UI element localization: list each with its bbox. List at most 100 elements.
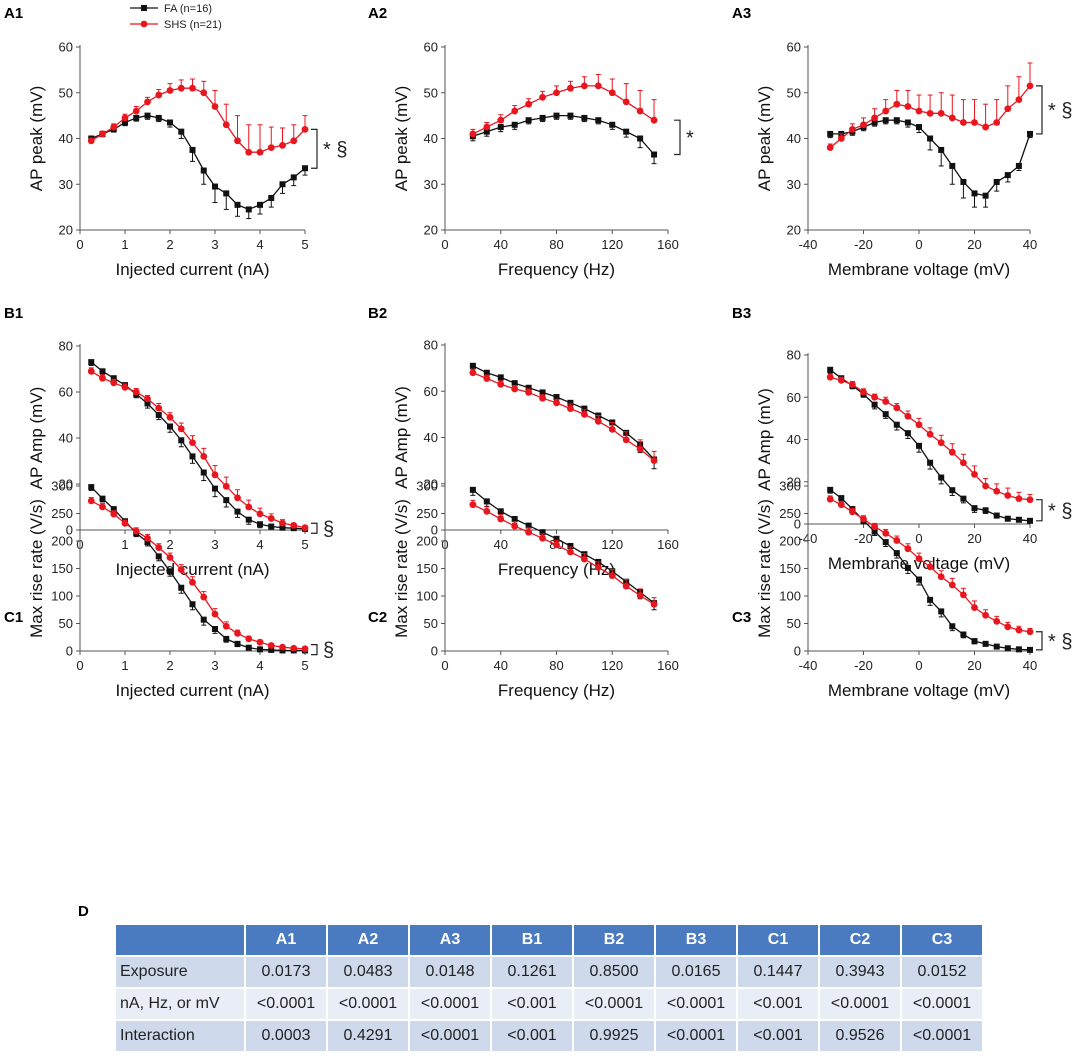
data-point [1015, 162, 1022, 169]
data-point [650, 600, 658, 608]
y-tick-label: 40 [787, 131, 801, 146]
table-cell: 0.0165 [654, 955, 738, 989]
data-point [608, 89, 616, 97]
data-point [1004, 515, 1011, 522]
y-tick-label: 300 [779, 479, 801, 494]
significance-marker: § [323, 640, 334, 662]
table-cell: 0.0483 [326, 955, 410, 989]
data-point [301, 524, 309, 532]
y-tick-label: 0 [431, 644, 438, 659]
significance-marker: * [686, 127, 694, 149]
x-tick-label: 120 [601, 658, 623, 673]
y-tick-label: 60 [787, 390, 801, 405]
data-point [960, 178, 967, 185]
y-tick-label: 200 [416, 534, 438, 549]
data-point [539, 394, 546, 402]
y-tick-label: 80 [59, 339, 73, 354]
table-cell: <0.0001 [818, 987, 902, 1021]
data-point [178, 584, 185, 591]
table-cell: 0.9925 [572, 1019, 656, 1053]
data-point [267, 144, 275, 152]
y-tick-label: 50 [59, 616, 73, 631]
panel-label: B1 [4, 305, 23, 322]
series-shs [87, 78, 309, 156]
data-point [222, 622, 230, 630]
data-point [971, 470, 978, 478]
y-tick-label: 100 [51, 589, 73, 604]
x-tick-label: 3 [211, 237, 218, 252]
data-point [1004, 623, 1012, 631]
y-tick-label: 20 [787, 223, 801, 238]
x-tick-label: 40 [1023, 237, 1037, 252]
data-point [622, 98, 630, 106]
data-point [651, 151, 658, 158]
table-cell: 0.8500 [572, 955, 656, 989]
data-point [483, 375, 491, 382]
table-cell: <0.0001 [326, 987, 410, 1021]
data-point [882, 529, 890, 537]
table-header-row: A1 A2 A3 B1 B2 B3 C1 C2 C3 [114, 923, 984, 957]
x-tick-label: 1 [121, 537, 128, 552]
data-point [915, 421, 923, 429]
data-point [893, 550, 900, 557]
panel-label-d: D [78, 903, 89, 920]
data-point [290, 174, 297, 181]
data-point [993, 512, 1000, 519]
y-tick-label: 40 [59, 131, 73, 146]
data-point [268, 523, 275, 530]
y-tick-label: 60 [424, 384, 438, 399]
data-point [1026, 628, 1034, 636]
panel-label: A2 [368, 5, 387, 22]
data-point [993, 119, 1001, 126]
data-point [1015, 646, 1022, 653]
table-row: Interaction 0.0003 0.4291 <0.0001 <0.001… [114, 1019, 984, 1053]
data-point [497, 116, 505, 124]
table-cell: <0.0001 [244, 987, 328, 1021]
data-point [189, 84, 196, 92]
y-tick-label: 40 [424, 430, 438, 445]
data-point [189, 453, 196, 460]
data-point [177, 84, 185, 92]
data-point [567, 548, 574, 556]
table-cell: <0.0001 [408, 987, 492, 1021]
series-shs [826, 495, 1034, 636]
table-cell: 0.0173 [244, 955, 328, 989]
data-point [960, 119, 967, 126]
data-point [609, 121, 616, 128]
data-point [960, 631, 967, 638]
data-point [301, 645, 309, 653]
data-point [211, 103, 219, 110]
table-cell: 0.1261 [490, 955, 574, 989]
legend-marker-fa [141, 5, 147, 11]
table-header-cell: B2 [572, 923, 656, 957]
x-tick-label: 2 [166, 237, 173, 252]
data-point [971, 505, 978, 512]
data-point [212, 485, 218, 492]
table-cell: 0.9526 [818, 1019, 902, 1053]
significance-bracket [1036, 85, 1043, 135]
series-shs [87, 367, 309, 532]
data-point [257, 201, 263, 208]
table-cell: 0.0003 [244, 1019, 328, 1053]
data-point [949, 623, 956, 630]
data-point [469, 130, 477, 138]
table-cell: <0.001 [736, 1019, 820, 1053]
data-point [837, 376, 845, 384]
data-point [511, 385, 519, 393]
data-point [927, 596, 934, 603]
panel-label: A1 [4, 5, 23, 22]
x-axis-label: Frequency (Hz) [498, 260, 615, 279]
data-point [144, 112, 151, 119]
stats-table-container: A1 A2 A3 B1 B2 B3 C1 C2 C3 Exposure 0.01… [114, 923, 984, 1053]
data-point [256, 510, 264, 518]
x-axis-label: Membrane voltage (mV) [828, 681, 1010, 700]
data-point [497, 374, 504, 381]
data-point [121, 384, 129, 391]
data-point [166, 554, 174, 561]
data-point [132, 527, 140, 535]
data-point [882, 539, 889, 546]
data-point [525, 100, 533, 108]
y-axis-label: AP Amp (mV) [755, 388, 774, 491]
y-tick-label: 60 [787, 40, 801, 55]
